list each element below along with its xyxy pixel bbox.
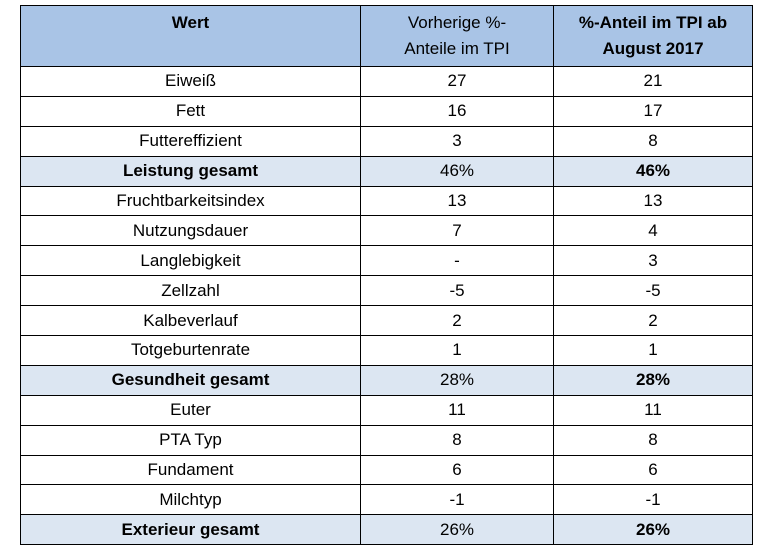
table-cell: -1: [360, 484, 554, 516]
table-cell: Euter: [20, 394, 361, 426]
table-cell: Zellzahl: [20, 275, 361, 307]
table-cell: 28%: [360, 364, 554, 396]
table-cell: Fundament: [20, 454, 361, 486]
table-cell: Langlebigkeit: [20, 245, 361, 277]
data-table: Wert Vorherige %- Anteile im TPI %-Antei…: [20, 5, 753, 546]
table-cell: 11: [553, 394, 753, 426]
table-cell: 8: [553, 125, 753, 157]
table-header: Wert Vorherige %- Anteile im TPI %-Antei…: [20, 5, 753, 67]
table-cell: 4: [553, 215, 753, 247]
header-row: Wert Vorherige %- Anteile im TPI %-Antei…: [20, 5, 753, 67]
table-row: Fett 16 17: [20, 95, 753, 127]
table-cell: 7: [360, 215, 554, 247]
table-cell: 46%: [553, 155, 753, 187]
table-cell: Milchtyp: [20, 484, 361, 516]
table-cell: 6: [553, 454, 753, 486]
table-cell: 16: [360, 95, 554, 127]
table-cell: PTA Typ: [20, 424, 361, 456]
table-cell: 13: [553, 185, 753, 217]
table-row: Zellzahl -5 -5: [20, 275, 753, 307]
table-row: Euter 11 11: [20, 394, 753, 426]
table-cell: 2: [360, 305, 554, 337]
summary-row: Leistung gesamt 46% 46%: [20, 155, 753, 187]
header-cell: %-Anteil im TPI ab August 2017: [553, 5, 753, 67]
table-row: PTA Typ 8 8: [20, 424, 753, 456]
table-cell: 3: [360, 125, 554, 157]
table-row: Langlebigkeit -3: [20, 245, 753, 277]
table-cell: Gesundheit gesamt: [20, 364, 361, 396]
table-cell: 26%: [360, 514, 554, 546]
table-cell: 2: [553, 305, 753, 337]
table-row: Milchtyp -1 -1: [20, 484, 753, 516]
summary-row: Gesundheit gesamt 28% 28%: [20, 364, 753, 396]
table-cell: Fruchtbarkeitsindex: [20, 185, 361, 217]
table-cell: Exterieur gesamt: [20, 514, 361, 546]
table-cell: Totgeburtenrate: [20, 335, 361, 366]
table-cell: 1: [553, 335, 753, 366]
table-row: Eiweiß 27 21: [20, 66, 753, 97]
table-cell: -1: [553, 484, 753, 516]
table-cell: -5: [553, 275, 753, 307]
table-cell: -5: [360, 275, 554, 307]
table-cell: 28%: [553, 364, 753, 396]
table-cell: 26%: [553, 514, 753, 546]
header-cell: Wert: [20, 5, 361, 67]
table-cell: 6: [360, 454, 554, 486]
table-cell: 11: [360, 394, 554, 426]
table-cell: 1: [360, 335, 554, 366]
table-cell: Fett: [20, 95, 361, 127]
table-row: Fruchtbarkeitsindex 13 13: [20, 185, 753, 217]
table-row: Kalbeverlauf 2 2: [20, 305, 753, 337]
table-cell: 27: [360, 66, 554, 97]
table-cell: Futtereffizient: [20, 125, 361, 157]
table-cell: Kalbeverlauf: [20, 305, 361, 337]
table-cell: 8: [360, 424, 554, 456]
table-cell: 8: [553, 424, 753, 456]
table-cell: 21: [553, 66, 753, 97]
table-cell: Nutzungsdauer: [20, 215, 361, 247]
table-cell: 3: [553, 245, 753, 277]
table-row: Fundament 6 6: [20, 454, 753, 486]
table-row: Futtereffizient 3 8: [20, 125, 753, 157]
table-cell: Eiweiß: [20, 66, 361, 97]
summary-row: Exterieur gesamt 26% 26%: [20, 514, 753, 546]
table-row: Nutzungsdauer 7 4: [20, 215, 753, 247]
table-body: Eiweiß 27 21 Fett 16 17 Futtereffizient 3 8 Leist…: [20, 66, 753, 546]
table-cell: -: [360, 245, 554, 277]
header-cell: Vorherige %- Anteile im TPI: [360, 5, 554, 67]
table-cell: 17: [553, 95, 753, 127]
table-cell: 46%: [360, 155, 554, 187]
table-row: Totgeburtenrate 1 1: [20, 335, 753, 366]
table-cell: Leistung gesamt: [20, 155, 361, 187]
table-cell: 13: [360, 185, 554, 217]
